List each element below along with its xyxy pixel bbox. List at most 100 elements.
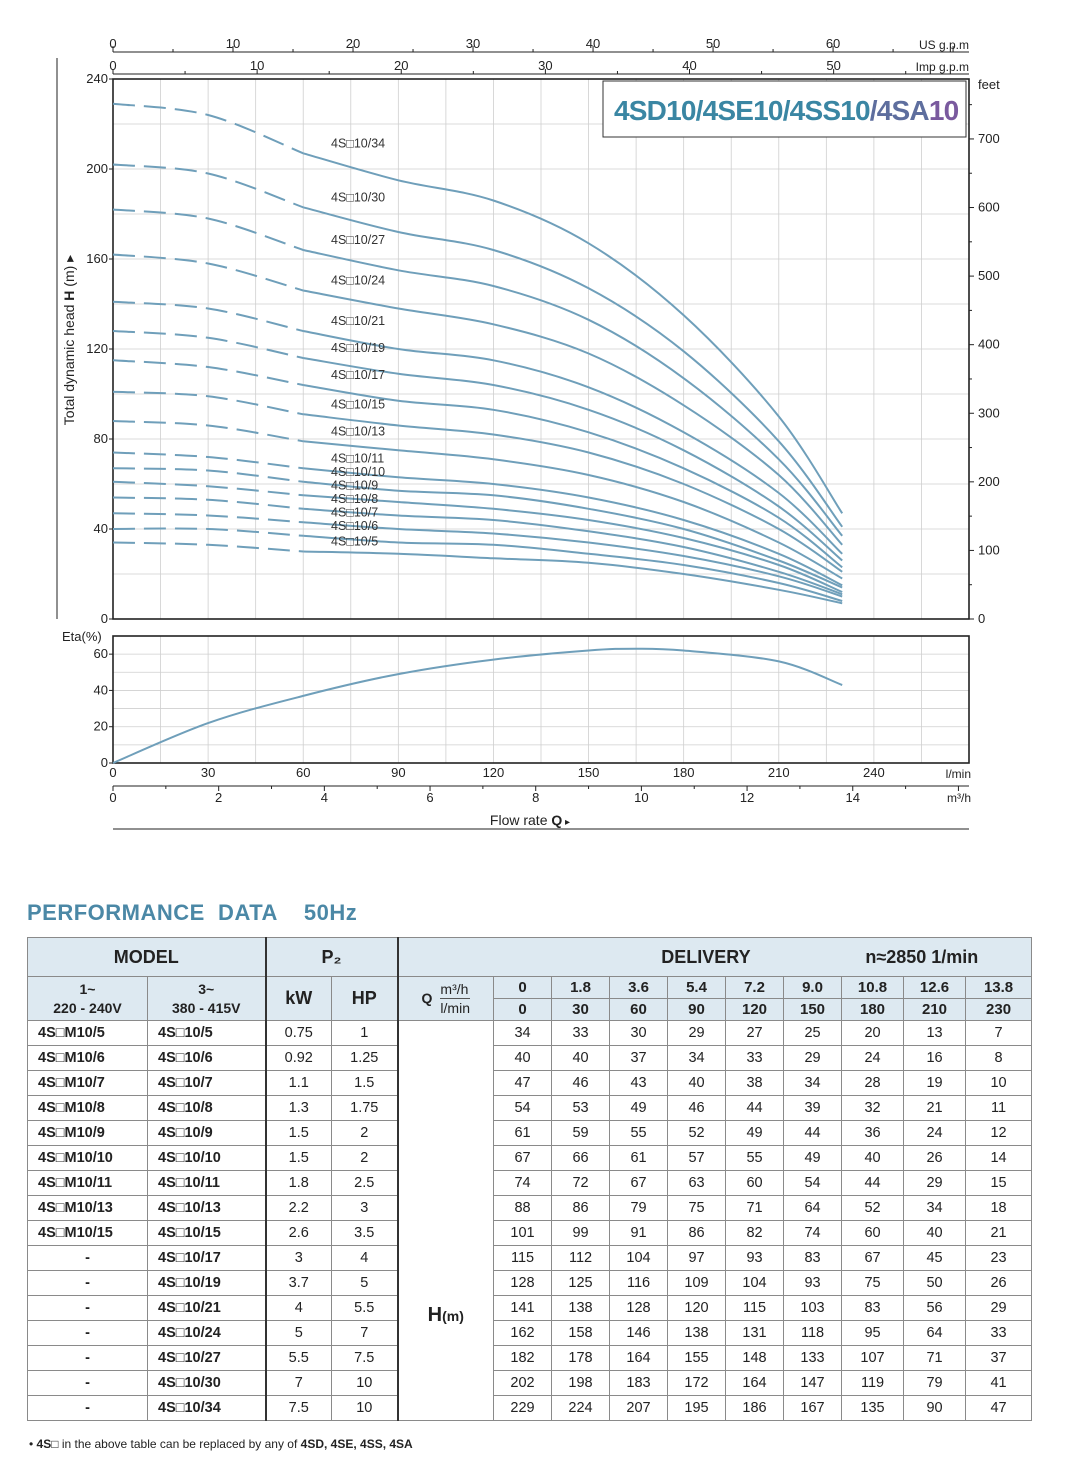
- curve-solid-segment: [303, 480, 843, 589]
- three-phase-model: 4S□10/30: [147, 1370, 266, 1396]
- y-tick-label: 120: [86, 341, 108, 356]
- head-value: 40: [493, 1045, 553, 1071]
- single-phase-model: -: [27, 1370, 148, 1396]
- head-value: 128: [493, 1270, 553, 1296]
- head-value: 93: [783, 1270, 843, 1296]
- y-tick-label: 240: [86, 71, 108, 86]
- head-value: 24: [903, 1120, 967, 1146]
- m3h-tick-label: 12: [740, 790, 754, 805]
- eta-frame: [112, 635, 970, 764]
- head-value: 95: [841, 1320, 905, 1346]
- table-row: 4S□M10/9 4S□10/9 1.5 2 61 59 55 52 49 44 36 24 12: [27, 1120, 1033, 1146]
- head-value: 148: [725, 1345, 785, 1371]
- head-value: 36: [841, 1120, 905, 1146]
- head-value: 52: [841, 1195, 905, 1221]
- usgpm-tick-label: 0: [109, 36, 116, 51]
- curve-dashed-segment: [112, 253, 304, 292]
- three-phase-model: 4S□10/24: [147, 1320, 266, 1346]
- three-phase-model: 4S□10/11: [147, 1170, 266, 1196]
- series-label: 4S□10/9: [331, 478, 378, 492]
- head-value: 198: [551, 1370, 611, 1396]
- series-label: 4S□10/34: [331, 136, 385, 150]
- single-phase-model: 4S□M10/8: [27, 1095, 148, 1121]
- q-lmin-cell: 120: [725, 998, 785, 1021]
- m3h-tick-label: 8: [532, 790, 539, 805]
- curve-solid-segment: [303, 534, 843, 602]
- table-row: -4S□10/24 5 7 162 158 146 138 131 118 95 64 33: [27, 1320, 1033, 1346]
- head-value: 119: [841, 1370, 905, 1396]
- three-phase-model: 4S□10/34: [147, 1395, 266, 1421]
- q-m3h-cell: 5.4: [667, 976, 727, 999]
- impgpm-tick-label: 30: [538, 58, 552, 73]
- table-row: -4S□10/27 5.5 7.5 182 178 164 155 148 133 107 71 37: [27, 1345, 1033, 1371]
- head-value: 64: [783, 1195, 843, 1221]
- head-value: 44: [725, 1095, 785, 1121]
- three-phase-model: 4S□10/8: [147, 1095, 266, 1121]
- curve-solid-segment: [303, 521, 843, 598]
- curve-dashed-segment: [112, 496, 304, 510]
- table-row: 4S□M10/13 4S□10/13 2.2 3 88 86 79 75 71 64 52 34 18: [27, 1195, 1033, 1221]
- three-phase-model: 4S□10/5: [147, 1020, 266, 1046]
- head-value: 120: [667, 1295, 727, 1321]
- curve-solid-segment: [302, 249, 843, 537]
- q-m3h-cell: 10.8: [841, 976, 905, 999]
- head-value: 118: [783, 1320, 843, 1346]
- y-axis-label: Total dynamic head H (m) ▸: [61, 255, 77, 425]
- m3h-tick-label: 4: [321, 790, 328, 805]
- impgpm-unit-label: Imp g.p.m: [916, 60, 969, 74]
- head-value: 229: [493, 1395, 553, 1421]
- head-value: 44: [783, 1120, 843, 1146]
- head-value: 125: [551, 1270, 611, 1296]
- head-value: 75: [667, 1195, 727, 1221]
- table-row: 4S□M10/10 4S□10/10 1.5 2 67 66 61 57 55 49 40 26 14: [27, 1145, 1033, 1171]
- feet-tick-label: 100: [978, 542, 1000, 557]
- m3h-unit-label: m³/h: [947, 791, 971, 805]
- head-value: 158: [551, 1320, 611, 1346]
- head-value: 101: [493, 1220, 553, 1246]
- head-value: 33: [725, 1045, 785, 1071]
- head-value: 49: [725, 1120, 785, 1146]
- head-value: 45: [903, 1245, 967, 1271]
- feet-tick-label: 400: [978, 337, 1000, 352]
- head-value: 135: [841, 1395, 905, 1421]
- curve-solid-segment: [303, 357, 843, 562]
- series-label: 4S□10/10: [331, 465, 385, 479]
- curve-solid-segment: [303, 550, 843, 605]
- title-box: [602, 80, 967, 138]
- single-phase-header: 1~ 220 - 240V: [27, 976, 148, 1021]
- head-value: 54: [783, 1170, 843, 1196]
- head-value: 83: [783, 1245, 843, 1271]
- head-value: 162: [493, 1320, 553, 1346]
- head-value: 28: [841, 1070, 905, 1096]
- y-tick-label: 80: [94, 431, 108, 446]
- single-phase-model: 4S□M10/15: [27, 1220, 148, 1246]
- table-row: -4S□10/21 4 5.5 141 138 128 120 115 103 83 56 29: [27, 1295, 1033, 1321]
- lmin-tick-label: 240: [863, 765, 885, 780]
- head-value: 178: [551, 1345, 611, 1371]
- head-value: 33: [965, 1320, 1033, 1346]
- feet-tick-label: 300: [978, 405, 1000, 420]
- head-value: 30: [609, 1020, 669, 1046]
- curve-solid-segment: [303, 467, 843, 587]
- lmin-tick-label: 150: [578, 765, 600, 780]
- single-phase-model: -: [27, 1245, 148, 1271]
- table-row: -4S□10/34 7.5 10 229 224 207 195 186 167 135 90 47: [27, 1395, 1033, 1421]
- head-value: 27: [725, 1020, 785, 1046]
- head-value: 107: [841, 1345, 905, 1371]
- lmin-tick-label: 0: [109, 765, 116, 780]
- curve-solid-segment: [303, 440, 843, 580]
- head-value: 103: [783, 1295, 843, 1321]
- kw-value: 0.92: [264, 1045, 332, 1071]
- three-phase-model: 4S□10/19: [147, 1270, 266, 1296]
- head-value: 146: [609, 1320, 669, 1346]
- series-label: 4S□10/8: [331, 492, 378, 506]
- three-phase-header: 3~ 380 - 415V: [147, 976, 266, 1021]
- q-m3h-cell: 9.0: [783, 976, 843, 999]
- curve-dashed-segment: [112, 451, 304, 470]
- head-value: 63: [667, 1170, 727, 1196]
- series-label: 4S□10/6: [331, 519, 378, 533]
- head-value: 104: [609, 1245, 669, 1271]
- head-value: 56: [903, 1295, 967, 1321]
- head-value: 99: [551, 1220, 611, 1246]
- head-value: 29: [903, 1170, 967, 1196]
